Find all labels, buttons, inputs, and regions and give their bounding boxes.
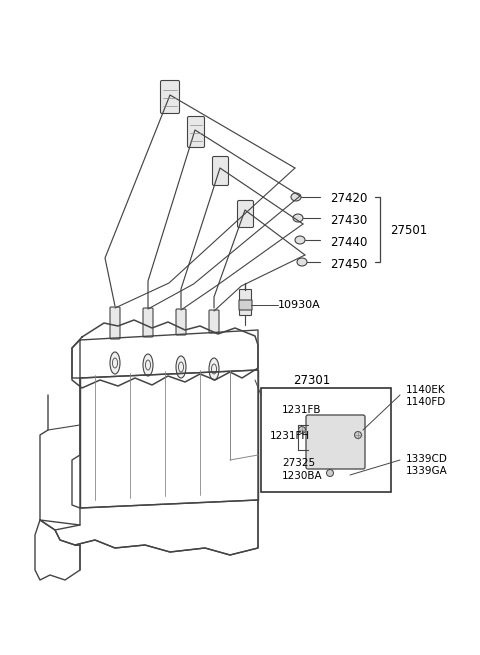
Text: 27325: 27325 [282,458,315,468]
Text: 1140FD: 1140FD [406,397,446,407]
Ellipse shape [176,356,186,378]
Ellipse shape [299,426,305,434]
Ellipse shape [355,432,361,438]
FancyBboxPatch shape [110,307,120,339]
Ellipse shape [293,214,303,222]
Ellipse shape [295,236,305,244]
Text: 27440: 27440 [330,236,367,248]
Ellipse shape [143,354,153,376]
Text: 27430: 27430 [330,214,367,227]
Text: 1339GA: 1339GA [406,466,448,476]
Bar [261,388,391,492]
Ellipse shape [297,258,307,266]
Text: 1231FH: 1231FH [270,431,310,441]
FancyBboxPatch shape [209,310,219,333]
FancyBboxPatch shape [239,300,252,310]
FancyBboxPatch shape [306,415,365,469]
FancyBboxPatch shape [176,309,186,335]
FancyBboxPatch shape [213,157,228,185]
Text: 1231FB: 1231FB [282,405,322,415]
FancyBboxPatch shape [238,200,253,227]
Text: 27450: 27450 [330,257,367,271]
Text: 10930A: 10930A [278,300,321,310]
FancyBboxPatch shape [160,81,180,113]
FancyBboxPatch shape [240,290,252,316]
Text: 27420: 27420 [330,191,367,204]
Ellipse shape [291,193,301,201]
Text: 27301: 27301 [293,373,330,386]
Ellipse shape [209,358,219,380]
Text: 1339CD: 1339CD [406,454,448,464]
Text: 27501: 27501 [390,225,427,238]
Text: 1140EK: 1140EK [406,385,445,395]
FancyBboxPatch shape [143,308,153,337]
Text: 1230BA: 1230BA [282,471,323,481]
Ellipse shape [326,470,334,476]
Ellipse shape [110,352,120,374]
FancyBboxPatch shape [188,117,204,147]
